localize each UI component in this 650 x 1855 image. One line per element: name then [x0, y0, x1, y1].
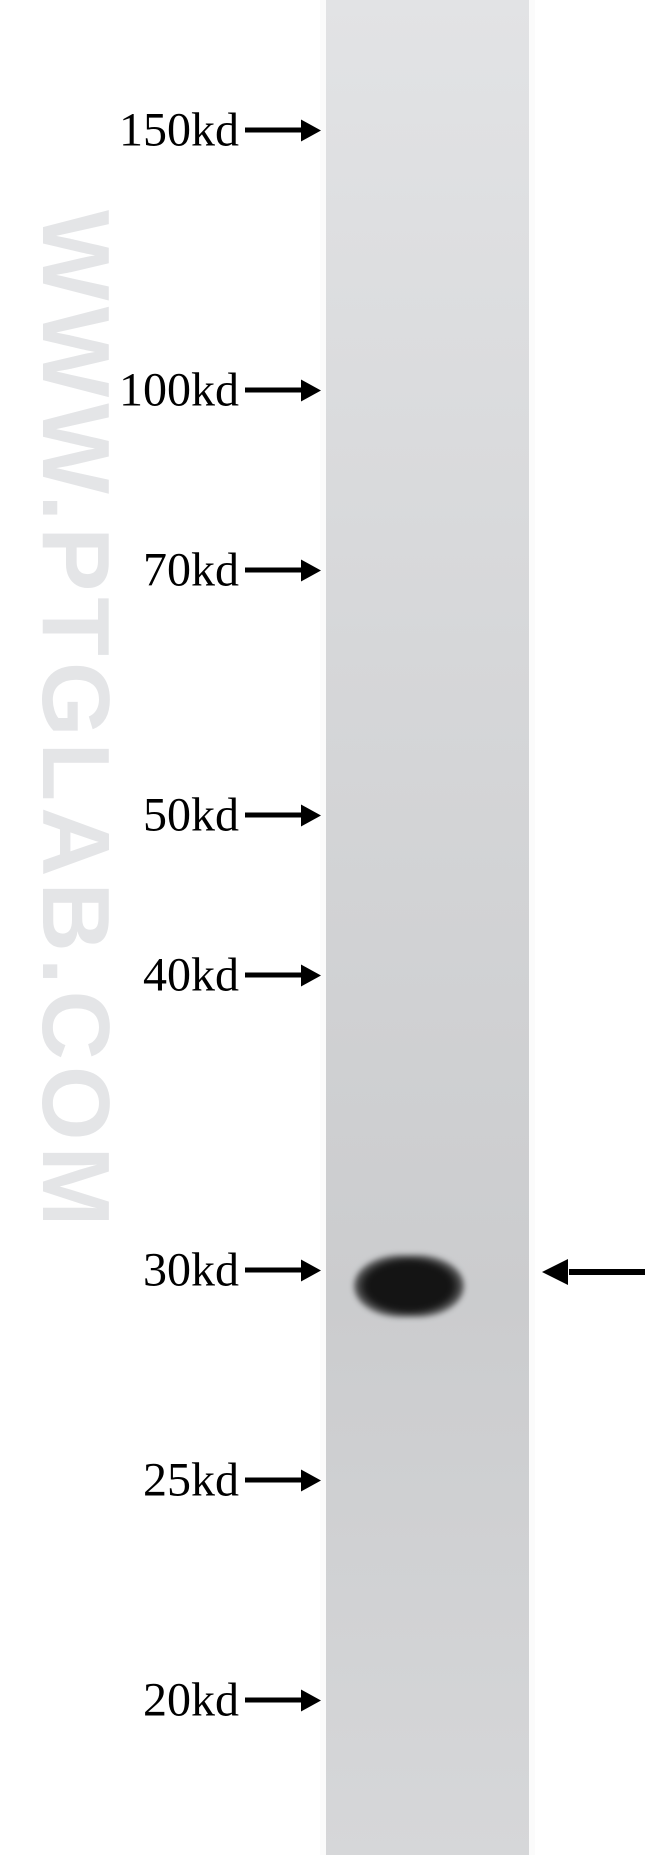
blot-canvas: WWW.PTGLAB.COM 150kd 100kd 70kd 50kd 40kd 30k… [0, 0, 650, 1855]
mw-marker-label: 20kd [143, 1673, 239, 1728]
mw-marker-label: 50kd [143, 788, 239, 843]
arrow-right-icon [245, 568, 301, 573]
mw-marker: 50kd [143, 788, 301, 843]
mw-marker-label: 70kd [143, 543, 239, 598]
mw-marker: 20kd [143, 1673, 301, 1728]
protein-band [354, 1255, 464, 1317]
arrow-head-icon [301, 379, 321, 401]
result-arrow-head [542, 1259, 568, 1285]
arrow-head-icon [301, 1259, 321, 1281]
arrow-right-icon [245, 973, 301, 978]
arrow-right-icon [245, 1698, 301, 1703]
arrow-right-icon [245, 1478, 301, 1483]
mw-marker: 40kd [143, 948, 301, 1003]
arrow-head-icon [301, 1469, 321, 1491]
mw-marker-label: 100kd [119, 363, 239, 418]
mw-marker: 25kd [143, 1453, 301, 1508]
mw-marker: 70kd [143, 543, 301, 598]
arrow-head-icon [301, 1689, 321, 1711]
arrow-right-icon [245, 1268, 301, 1273]
blot-lane [320, 0, 535, 1855]
arrow-right-icon [245, 813, 301, 818]
watermark-text: WWW.PTGLAB.COM [20, 210, 130, 1232]
arrow-right-icon [245, 128, 301, 133]
arrow-head-icon [301, 804, 321, 826]
mw-marker: 150kd [119, 103, 301, 158]
arrow-head-icon [301, 559, 321, 581]
result-arrow-shaft [569, 1269, 645, 1275]
arrow-head-icon [301, 119, 321, 141]
mw-marker-label: 25kd [143, 1453, 239, 1508]
mw-marker: 100kd [119, 363, 301, 418]
mw-marker-label: 40kd [143, 948, 239, 1003]
mw-marker-label: 150kd [119, 103, 239, 158]
arrow-head-icon [301, 964, 321, 986]
mw-marker: 30kd [143, 1243, 301, 1298]
result-arrow [543, 1259, 645, 1285]
mw-marker-label: 30kd [143, 1243, 239, 1298]
arrow-right-icon [245, 388, 301, 393]
